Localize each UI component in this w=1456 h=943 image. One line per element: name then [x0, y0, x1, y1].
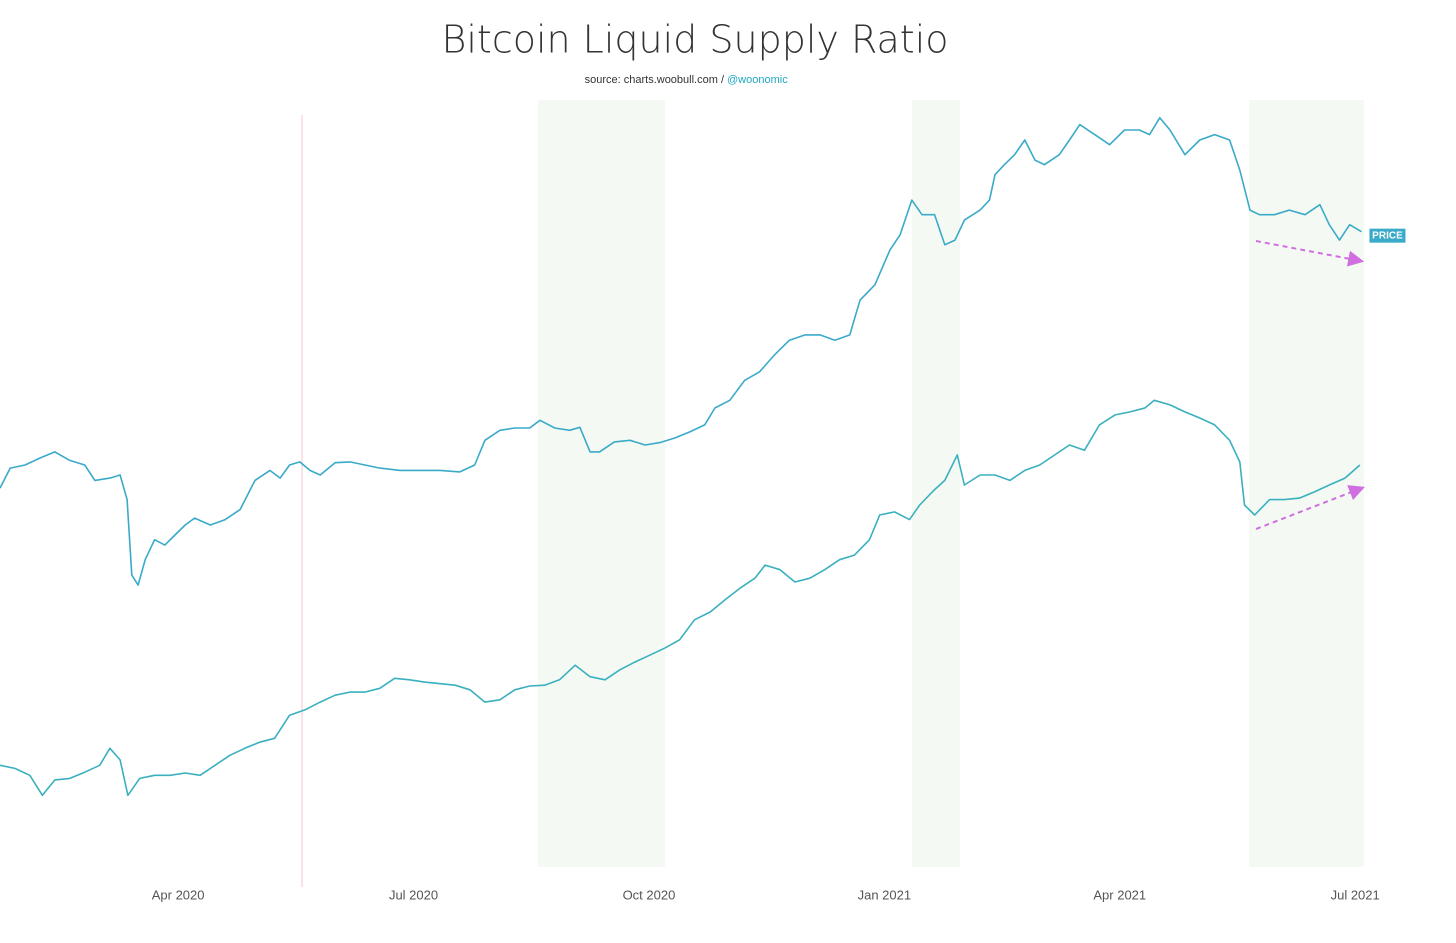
shaded-period — [1249, 100, 1364, 867]
shaded-period — [538, 100, 665, 867]
legend-label: PRICE — [1372, 230, 1403, 241]
trend-arrow — [1255, 485, 1365, 530]
x-tick-label: Jul 2020 — [389, 887, 438, 902]
series-tag-bg — [1369, 228, 1406, 243]
data-line — [0, 116, 1362, 586]
x-tick-label: Apr 2021 — [1093, 887, 1146, 902]
x-tick-label: Oct 2020 — [623, 887, 676, 902]
subtitle-link[interactable]: @woonomic — [727, 74, 788, 86]
shaded-period — [912, 100, 960, 867]
series-tag: PRICE — [1369, 228, 1406, 243]
x-tick-label: Apr 2020 — [152, 887, 205, 902]
x-tick-label: Jan 2021 — [858, 887, 912, 902]
x-tick-label: Jul 2021 — [1331, 887, 1380, 902]
data-line — [0, 399, 1361, 797]
chart-title: Bitcoin Liquid Supply Ratio — [441, 18, 948, 62]
subtitle: source: charts.woobull.com / — [585, 74, 725, 86]
